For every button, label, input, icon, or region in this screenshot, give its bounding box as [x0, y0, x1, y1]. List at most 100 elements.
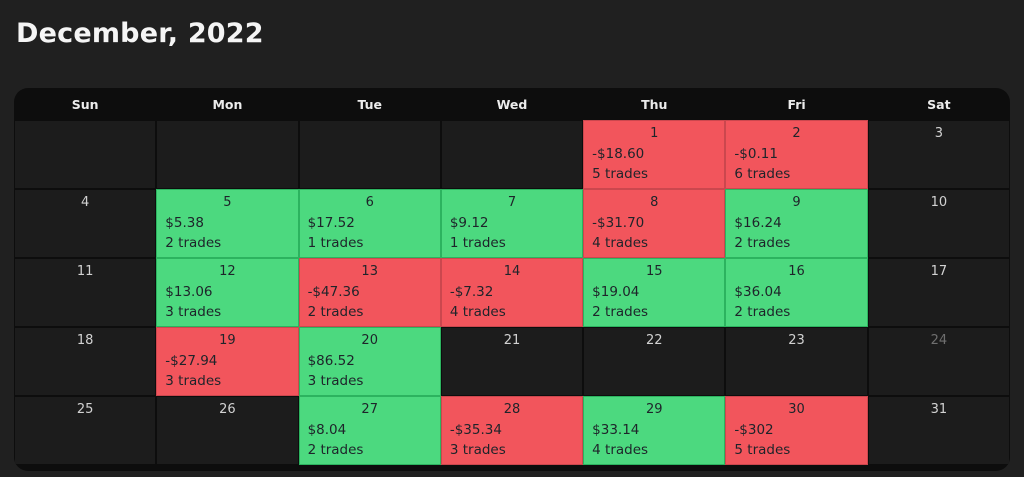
- day-number: 16: [788, 264, 805, 279]
- calendar-cell: 3: [867, 120, 1010, 189]
- day-pnl: -$35.34: [449, 422, 502, 438]
- calendar-cell[interactable]: 1 -$18.60 5 trades: [583, 120, 726, 189]
- calendar-cell[interactable]: 19 -$27.94 3 trades: [156, 327, 299, 396]
- calendar-cell: [298, 120, 441, 189]
- day-trade-count: 2 trades: [734, 235, 791, 251]
- day-trade-count: 6 trades: [734, 166, 791, 182]
- day-number: 25: [76, 402, 94, 417]
- weekday-header-wed: Wed: [496, 96, 528, 112]
- day-trade-count: 3 trades: [165, 373, 222, 389]
- calendar-cell[interactable]: 14 -$7.32 4 trades: [440, 258, 584, 327]
- calendar-cell: 25: [14, 396, 157, 465]
- day-pnl: $9.12: [449, 215, 489, 231]
- calendar-cell: 11: [14, 258, 157, 327]
- day-number: 12: [219, 264, 236, 279]
- day-trade-count: 2 trades: [307, 442, 364, 458]
- calendar-cell[interactable]: 9 $16.24 2 trades: [725, 189, 868, 258]
- calendar-cell[interactable]: 2 -$0.11 6 trades: [725, 120, 868, 189]
- day-number: 4: [81, 195, 90, 210]
- calendar-cell: 17: [867, 258, 1010, 327]
- day-number: 8: [650, 195, 659, 210]
- calendar-cell: [14, 120, 157, 189]
- day-pnl: $36.04: [734, 284, 782, 300]
- calendar-cell[interactable]: 6 $17.52 1 trades: [298, 189, 441, 258]
- day-number: 13: [361, 264, 378, 279]
- day-trade-count: 3 trades: [307, 373, 364, 389]
- calendar-cell: 22: [583, 327, 726, 396]
- calendar-cell[interactable]: 16 $36.04 2 trades: [725, 258, 868, 327]
- day-trade-count: 2 trades: [165, 235, 222, 251]
- calendar-cell[interactable]: 8 -$31.70 4 trades: [583, 189, 726, 258]
- calendar-grid: 1 -$18.60 5 trades 2 -$0.11 6 trades 3 4 5 $5.38 2…: [14, 120, 1010, 465]
- calendar-cell: 26: [156, 396, 299, 465]
- weekday-header-sat: Sat: [927, 96, 951, 112]
- day-trade-count: 2 trades: [307, 304, 364, 320]
- calendar-cell: [440, 120, 584, 189]
- day-number: 26: [219, 402, 236, 417]
- day-pnl: -$18.60: [592, 146, 645, 162]
- calendar-cell: [156, 120, 299, 189]
- calendar-cell[interactable]: 5 $5.38 2 trades: [156, 189, 299, 258]
- day-trade-count: 1 trades: [449, 235, 506, 251]
- day-number: 31: [930, 402, 948, 417]
- day-pnl: -$27.94: [165, 353, 218, 369]
- weekday-header-fri: Fri: [787, 96, 806, 112]
- day-number: 24: [930, 333, 948, 348]
- day-number: 18: [76, 333, 94, 348]
- day-trade-count: 2 trades: [592, 304, 649, 320]
- day-pnl: $17.52: [307, 215, 355, 231]
- day-trade-count: 4 trades: [592, 442, 649, 458]
- calendar-cell[interactable]: 12 $13.06 3 trades: [156, 258, 299, 327]
- calendar-cell: 31: [867, 396, 1010, 465]
- calendar-cell[interactable]: 27 $8.04 2 trades: [298, 396, 441, 465]
- weekday-header-sun: Sun: [71, 96, 99, 112]
- weekday-header-row: Sun Mon Tue Wed Thu Fri Sat: [14, 88, 1010, 120]
- day-number: 28: [503, 402, 521, 417]
- calendar-cell[interactable]: 30 -$302 5 trades: [725, 396, 868, 465]
- weekday-header-thu: Thu: [641, 96, 668, 112]
- day-number: 5: [223, 195, 232, 210]
- day-pnl: -$31.70: [592, 215, 645, 231]
- day-trade-count: 1 trades: [307, 235, 364, 251]
- day-pnl: $86.52: [307, 353, 355, 369]
- day-number: 27: [361, 402, 378, 417]
- day-pnl: $19.04: [592, 284, 640, 300]
- day-number: 30: [788, 402, 805, 417]
- day-pnl: -$0.11: [734, 146, 778, 162]
- calendar-cell[interactable]: 7 $9.12 1 trades: [440, 189, 584, 258]
- calendar-cell[interactable]: 15 $19.04 2 trades: [583, 258, 726, 327]
- day-number: 19: [219, 333, 236, 348]
- day-number: 7: [507, 195, 517, 210]
- day-trade-count: 2 trades: [734, 304, 791, 320]
- weekday-header-tue: Tue: [357, 96, 382, 112]
- day-number: 29: [646, 402, 663, 417]
- day-number: 11: [76, 264, 94, 279]
- calendar-cell[interactable]: 28 -$35.34 3 trades: [440, 396, 584, 465]
- calendar-cell: 4: [14, 189, 157, 258]
- day-number: 17: [930, 264, 948, 279]
- day-pnl: -$7.32: [449, 284, 494, 300]
- trading-calendar: Sun Mon Tue Wed Thu Fri Sat 1 -$18.60 5 tr…: [14, 88, 1010, 471]
- day-number: 1: [650, 126, 659, 141]
- calendar-cell: 21: [440, 327, 584, 396]
- day-number: 20: [361, 333, 378, 348]
- day-number: 9: [792, 195, 801, 210]
- weekday-header-mon: Mon: [212, 96, 243, 112]
- calendar-cell[interactable]: 13 -$47.36 2 trades: [298, 258, 441, 327]
- day-pnl: $5.38: [165, 215, 204, 231]
- calendar-cell[interactable]: 29 $33.14 4 trades: [583, 396, 726, 465]
- day-pnl: $8.04: [307, 422, 347, 438]
- calendar-cell: 23: [725, 327, 868, 396]
- day-trade-count: 4 trades: [449, 304, 506, 320]
- day-trade-count: 3 trades: [449, 442, 506, 458]
- calendar-cell[interactable]: 20 $86.52 3 trades: [298, 327, 441, 396]
- day-pnl: $16.24: [734, 215, 782, 231]
- day-trade-count: 5 trades: [592, 166, 649, 182]
- calendar-cell: 24: [867, 327, 1010, 396]
- day-number: 22: [646, 333, 663, 348]
- day-trade-count: 5 trades: [734, 442, 791, 458]
- day-trade-count: 4 trades: [592, 235, 649, 251]
- calendar-cell: 18: [14, 327, 157, 396]
- day-number: 3: [934, 126, 943, 141]
- day-number: 10: [930, 195, 948, 210]
